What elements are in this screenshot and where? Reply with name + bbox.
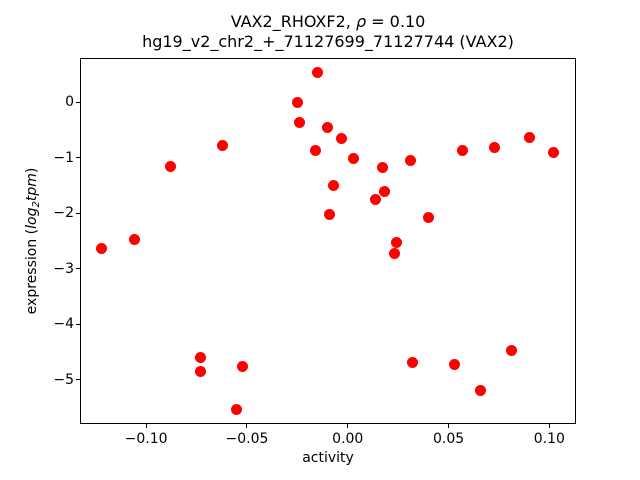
x-tick-mark <box>246 424 248 428</box>
scatter-point <box>128 233 140 245</box>
chart-title-line1: VAX2_RHOXF2, ρ = 0.10 <box>80 12 576 31</box>
y-tick-label: −3 <box>53 260 74 277</box>
y-tick-label: −5 <box>53 371 74 388</box>
y-tick-mark <box>76 379 80 381</box>
scatter-point <box>324 208 336 220</box>
y-tick-mark <box>76 268 80 270</box>
title-rho-value: = 0.10 <box>366 12 426 31</box>
y-tick-mark <box>76 157 80 159</box>
scatter-point <box>348 153 360 165</box>
scatter-point <box>322 121 334 133</box>
scatter-point <box>328 180 340 192</box>
y-axis-label-tpm: tpm <box>24 173 40 202</box>
scatter-point <box>376 161 388 173</box>
x-tick-label: 0.00 <box>332 431 364 447</box>
scatter-point <box>293 117 305 129</box>
y-tick-label: −4 <box>53 316 74 333</box>
scatter-point <box>378 186 390 198</box>
y-tick-mark <box>76 101 80 103</box>
y-tick-mark <box>76 323 80 325</box>
scatter-point <box>195 365 207 377</box>
scatter-point <box>404 154 416 166</box>
x-tick-mark <box>347 424 349 428</box>
x-tick-label: 0.10 <box>533 431 565 447</box>
chart-title-line2: hg19_v2_chr2_+_71127699_71127744 (VAX2) <box>142 32 514 51</box>
rho-symbol: ρ <box>355 12 367 31</box>
x-axis-label: activity <box>302 450 354 466</box>
scatter-point <box>195 351 207 363</box>
title-gene-pair: VAX2_RHOXF2, <box>230 12 356 31</box>
scatter-point <box>547 146 559 158</box>
scatter-point <box>489 141 501 153</box>
scatter-point <box>291 96 303 108</box>
scatter-point <box>523 131 535 143</box>
x-tick-mark <box>145 424 147 428</box>
x-tick-mark <box>548 424 550 428</box>
scatter-point <box>422 211 434 223</box>
scatter-point <box>505 344 517 356</box>
x-tick-label: −0.10 <box>124 431 168 447</box>
y-tick-label: −1 <box>53 149 74 166</box>
scatter-point <box>309 145 321 157</box>
x-tick-label: 0.05 <box>432 431 465 447</box>
scatter-point <box>217 140 229 152</box>
scatter-point <box>449 358 461 370</box>
scatter-point <box>164 161 176 173</box>
scatter-point <box>388 247 400 259</box>
scatter-point <box>237 361 249 373</box>
scatter-point <box>457 144 469 156</box>
scatter-point <box>390 236 402 248</box>
y-tick-label: −2 <box>53 205 74 222</box>
scatter-point <box>406 356 418 368</box>
scatter-point <box>370 194 382 206</box>
y-axis-label-suffix: ) <box>24 167 40 174</box>
scatter-point <box>96 242 108 254</box>
scatter-point <box>336 132 348 144</box>
y-tick-label: 0 <box>65 94 74 111</box>
scatter-point <box>475 384 487 396</box>
scatter-point <box>312 67 323 79</box>
y-axis-label: expression (log2tpm) <box>24 168 42 315</box>
scatter-point <box>231 404 243 416</box>
x-tick-label: −0.05 <box>225 431 269 447</box>
y-tick-mark <box>76 212 80 214</box>
x-tick-mark <box>448 424 450 428</box>
plot-area <box>80 58 576 424</box>
